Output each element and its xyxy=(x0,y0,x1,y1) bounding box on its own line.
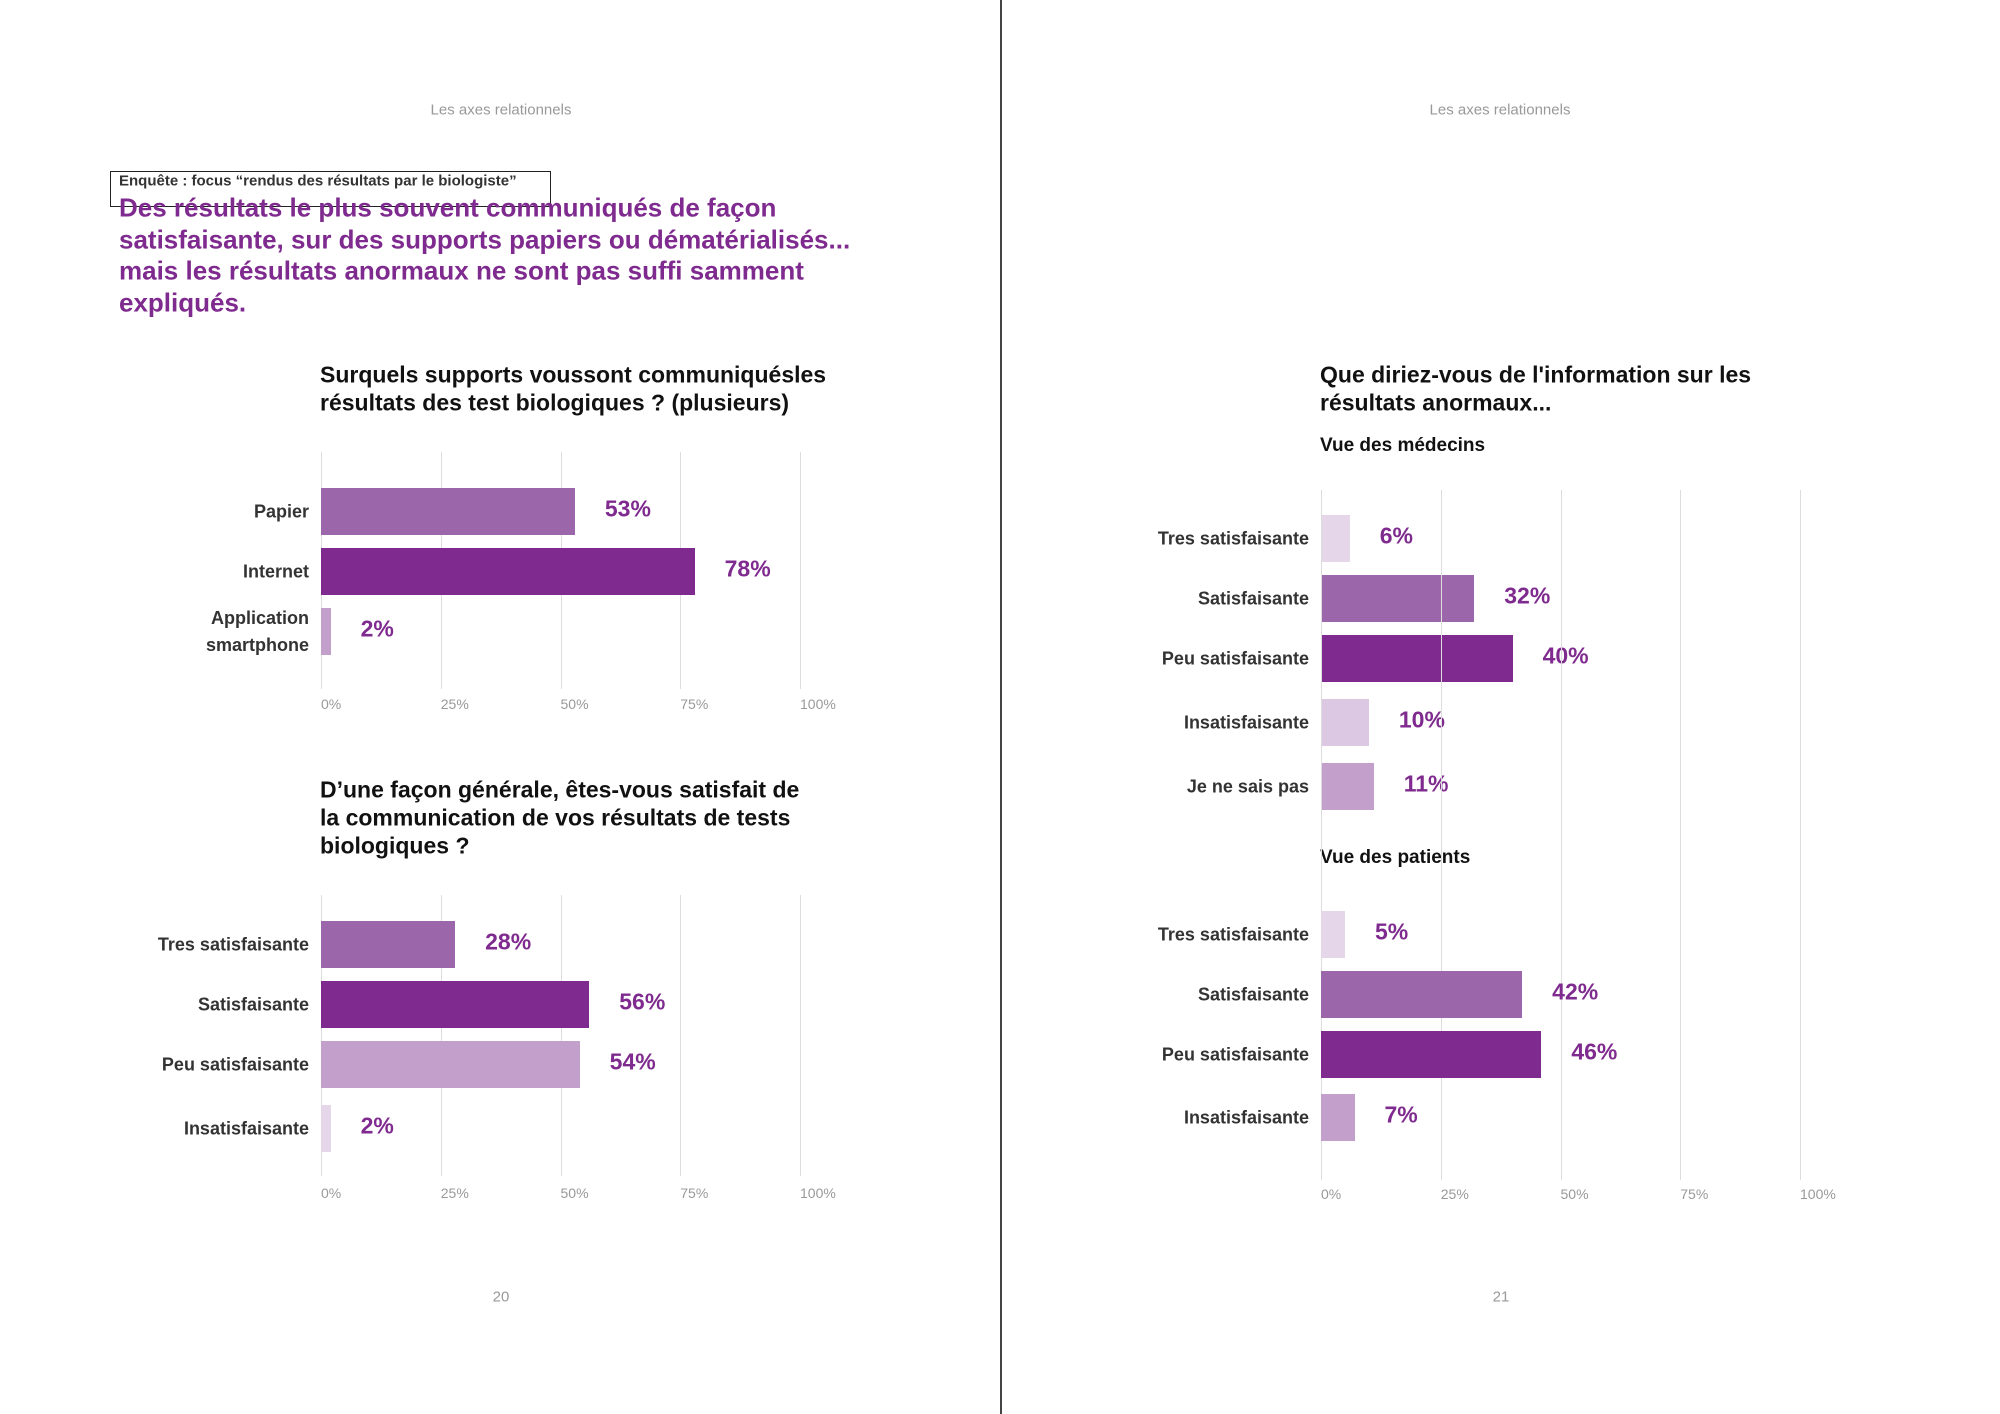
grid-line xyxy=(560,895,562,1176)
category-label: Peu satisfaisante xyxy=(161,1054,309,1074)
headline-line: satisfaisante, sur des supports papiers … xyxy=(119,224,851,254)
value-label: 6% xyxy=(1379,522,1413,548)
kicker-box xyxy=(110,171,551,207)
value-label: 28% xyxy=(485,928,532,954)
bar xyxy=(321,1105,331,1152)
grid-line xyxy=(800,895,801,1176)
bar xyxy=(1321,575,1475,622)
value-label: 42% xyxy=(1552,978,1599,1004)
value-label: 46% xyxy=(1571,1038,1618,1064)
chart-title: Surquels supports voussont communiquésle… xyxy=(320,361,827,388)
x-tick-label: 100% xyxy=(1800,1186,1836,1202)
category-label: Papier xyxy=(253,501,309,521)
chart-title: résultats des test biologiques ? (plusie… xyxy=(320,389,790,416)
grid-line xyxy=(800,452,801,689)
value-label: 2% xyxy=(360,1112,394,1138)
category-label: Satisfaisante xyxy=(1197,984,1309,1004)
headline-line: Des résultats le plus souvent communiqué… xyxy=(119,192,777,223)
headline-line: mais les résultats anormaux ne sont pas … xyxy=(119,255,804,286)
bar xyxy=(321,548,695,595)
category-label: Tres satisfaisante xyxy=(157,934,309,954)
category-label: Insatisfaisante xyxy=(1183,1107,1309,1127)
bar xyxy=(1321,699,1369,746)
headline-line: expliqués. xyxy=(119,287,247,317)
grid-line xyxy=(321,895,322,1176)
running-header: Les axes relationnels xyxy=(430,101,572,119)
category-label: Je ne sais pas xyxy=(1186,776,1309,796)
bar xyxy=(1321,971,1523,1018)
chart-title: D’une façon générale, êtes-vous satisfai… xyxy=(320,776,800,803)
kicker: Enquête : focus “rendus des résultats pa… xyxy=(119,172,517,190)
chart-title: biologiques ? xyxy=(320,832,470,859)
category-label: Insatisfaisante xyxy=(1183,712,1309,732)
value-label: 56% xyxy=(619,988,666,1014)
value-label: 2% xyxy=(360,615,394,641)
category-label: Insatisfaisante xyxy=(183,1118,309,1138)
bar xyxy=(1321,1094,1355,1141)
grid-line xyxy=(680,895,682,1176)
grid-line xyxy=(1560,490,1562,1180)
page-number: 21 xyxy=(1492,1288,1510,1306)
x-tick-label: 75% xyxy=(1680,1186,1709,1202)
bar xyxy=(321,1041,580,1088)
value-label: 54% xyxy=(609,1048,656,1074)
grid-line xyxy=(1680,490,1682,1180)
chart-title: résultats anormaux... xyxy=(1320,389,1552,416)
grid-line xyxy=(440,895,442,1176)
value-label: 40% xyxy=(1542,642,1589,668)
x-tick-label: 25% xyxy=(1440,1186,1469,1202)
chart-title: Que diriez-vous de l'information sur les xyxy=(1320,361,1752,388)
value-label: 78% xyxy=(724,555,771,581)
x-tick-label: 50% xyxy=(560,1185,589,1201)
grid-line xyxy=(1321,490,1322,1180)
chart-subtitle: Vue des patients xyxy=(1320,847,1471,868)
x-tick-label: 75% xyxy=(680,1185,709,1201)
divider xyxy=(1000,0,1002,1414)
x-tick-label: 0% xyxy=(1321,1186,1342,1202)
category-label: Peu satisfaisante xyxy=(1161,648,1309,668)
x-tick-label: 0% xyxy=(321,1185,342,1201)
bar xyxy=(321,488,575,535)
value-label: 5% xyxy=(1374,918,1409,944)
bar xyxy=(1321,635,1513,682)
page-number: 20 xyxy=(492,1288,510,1306)
value-label: 10% xyxy=(1398,706,1445,732)
value-label: 32% xyxy=(1504,582,1551,608)
running-header: Les axes relationnels xyxy=(1429,101,1571,119)
x-tick-label: 50% xyxy=(1560,1186,1589,1202)
bar xyxy=(1321,515,1350,562)
category-label: Satisfaisante xyxy=(1197,588,1309,608)
bar xyxy=(1321,1031,1542,1078)
chart-subtitle: Vue des médecins xyxy=(1320,435,1486,456)
category-label: Satisfaisante xyxy=(197,994,309,1014)
grid-line xyxy=(1800,490,1801,1180)
x-tick-label: 0% xyxy=(321,696,342,712)
category-label: Tres satisfaisante xyxy=(1157,528,1309,548)
bar xyxy=(321,608,331,655)
chart-title: la communication de vos résultats de tes… xyxy=(320,804,791,831)
x-tick-label: 25% xyxy=(440,696,469,712)
category-label: Application smartphone xyxy=(205,607,309,655)
category-label: Tres satisfaisante xyxy=(1157,924,1309,944)
x-tick-label: 50% xyxy=(560,696,589,712)
x-tick-label: 100% xyxy=(800,1185,836,1201)
value-label: 53% xyxy=(604,495,651,521)
x-tick-label: 75% xyxy=(680,696,709,712)
bar xyxy=(321,921,456,968)
x-tick-label: 25% xyxy=(440,1185,469,1201)
bar xyxy=(1321,911,1345,958)
grid-line xyxy=(1440,490,1442,1180)
value-label: 7% xyxy=(1384,1101,1418,1127)
category-label: Internet xyxy=(242,561,309,581)
bar xyxy=(1321,763,1374,810)
category-label: Peu satisfaisante xyxy=(1161,1044,1309,1064)
bar xyxy=(321,981,590,1028)
x-tick-label: 100% xyxy=(800,696,836,712)
